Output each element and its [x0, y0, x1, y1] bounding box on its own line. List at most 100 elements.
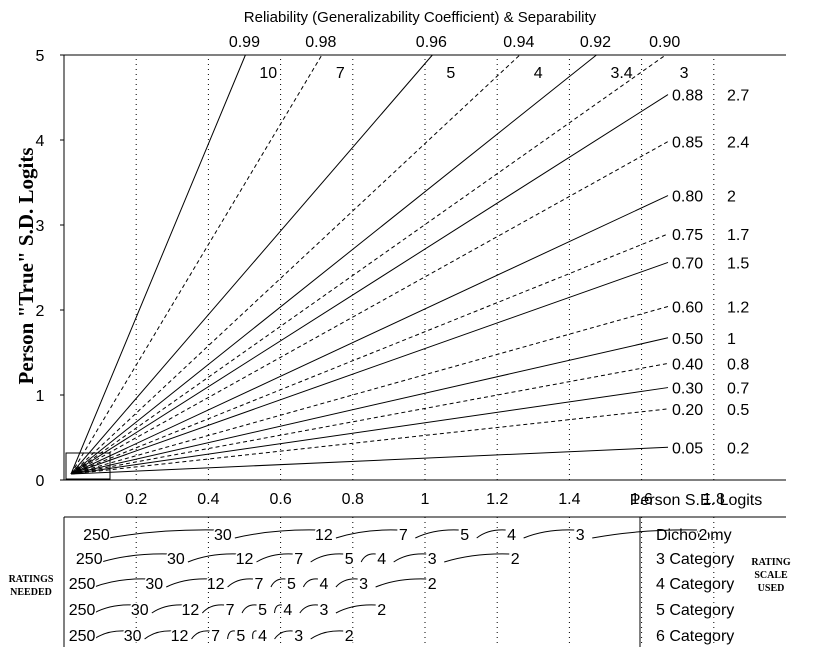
- ratings-needed-value: 7: [399, 527, 408, 544]
- series-line: [70, 54, 521, 475]
- ratings-needed-value: 7: [254, 576, 263, 593]
- reliability-label: 0.88: [672, 88, 703, 105]
- ratings-needed-value: 3: [319, 602, 328, 619]
- series-line: [70, 233, 669, 475]
- series-line: [70, 306, 669, 475]
- ratings-needed-value: 250: [69, 628, 96, 645]
- separation-label: 1.2: [727, 299, 749, 316]
- ratings-curve: [201, 604, 225, 614]
- separation-label: 3: [680, 65, 689, 82]
- x-axis-label: Person S.E. Logits: [630, 492, 763, 509]
- ratings-curve: [299, 604, 318, 614]
- reliability-label: 0.80: [672, 189, 703, 206]
- ratings-curve: [444, 553, 510, 563]
- separation-label: 2: [727, 189, 736, 206]
- ratings-needed-value: 2: [345, 628, 354, 645]
- series-line: [70, 337, 669, 475]
- ratings-needed-value: 5: [258, 602, 267, 619]
- series-line: [70, 54, 246, 475]
- y-tick-label: 0: [36, 473, 45, 490]
- ratings-needed-label: NEEDED: [10, 587, 52, 598]
- x-tick-label: 1: [421, 491, 430, 508]
- y-axis-label: Person "True" S.D. Logits: [14, 147, 38, 384]
- ratings-needed-value: 4: [377, 551, 386, 568]
- ratings-needed-label: RATINGS: [9, 574, 54, 585]
- series-line: [70, 141, 669, 475]
- ratings-curve: [274, 604, 282, 614]
- chart-title: Reliability (Generalizability Coefficien…: [244, 9, 597, 26]
- ratings-needed-value: 5: [345, 551, 354, 568]
- ratings-curve: [93, 604, 134, 614]
- x-tick-label: 0.4: [197, 491, 219, 508]
- separation-label: 1.7: [727, 227, 749, 244]
- y-tick-label: 3: [36, 218, 45, 235]
- ratings-curve: [187, 553, 239, 563]
- separation-label: 1.5: [727, 255, 749, 272]
- ratings-needed-value: 250: [69, 576, 96, 593]
- rating-scale-used-label: RATING: [751, 557, 790, 568]
- separation-label: 2.4: [727, 135, 749, 152]
- ratings-curve: [476, 529, 506, 539]
- ratings-needed-value: 5: [287, 576, 296, 593]
- ratings-curve: [310, 630, 344, 640]
- x-tick-label: 0.8: [342, 491, 364, 508]
- ratings-needed-value: 12: [207, 576, 225, 593]
- series-line: [70, 362, 669, 475]
- ratings-curve: [592, 529, 697, 539]
- y-tick-label: 4: [36, 133, 45, 150]
- reliability-label: 0.60: [672, 299, 703, 316]
- ratings-curve: [335, 578, 358, 588]
- ratings-needed-value: 2: [699, 527, 708, 544]
- ratings-curve: [252, 630, 257, 640]
- series-line: [70, 54, 666, 475]
- separation-label: 2.7: [727, 88, 749, 105]
- ratings-curve: [415, 529, 459, 539]
- separation-label: 5: [446, 65, 455, 82]
- ratings-needed-value: 250: [83, 527, 110, 544]
- separation-label: 4: [534, 65, 543, 82]
- ratings-curve: [101, 553, 170, 563]
- ratings-needed-value: 12: [181, 602, 199, 619]
- ratings-needed-value: 30: [167, 551, 185, 568]
- scale-name: 6 Category: [656, 628, 734, 645]
- ratings-needed-value: 2: [511, 551, 520, 568]
- ratings-curve: [256, 553, 293, 563]
- separation-label: 3.4: [610, 65, 632, 82]
- ratings-needed-value: 30: [145, 576, 163, 593]
- ratings-curve: [151, 604, 185, 614]
- scale-name: 5 Category: [656, 602, 734, 619]
- y-tick-label: 5: [36, 48, 45, 65]
- series-line: [70, 261, 669, 475]
- ratings-needed-value: 4: [319, 576, 328, 593]
- scale-name: 4 Category: [656, 576, 734, 593]
- y-tick-label: 1: [36, 388, 45, 405]
- series-line: [70, 408, 669, 475]
- scale-name: Dichotomy: [656, 527, 732, 544]
- ratings-needed-value: 3: [359, 576, 368, 593]
- separation-label: 0.7: [727, 381, 749, 398]
- series-line: [70, 54, 597, 475]
- reliability-label: 0.94: [503, 34, 534, 51]
- series-line: [70, 54, 323, 475]
- ratings-curve: [227, 630, 235, 640]
- ratings-needed-value: 4: [258, 628, 267, 645]
- ratings-panel: RATINGS NEEDED RATING SCALE USED Dichotomy 250…: [9, 516, 791, 647]
- ratings-curve: [93, 630, 127, 640]
- ratings-curve: [310, 553, 344, 563]
- separation-label: 1: [727, 331, 736, 348]
- grid: [135, 59, 715, 645]
- reliability-label: 0.96: [416, 34, 447, 51]
- ratings-needed-value: 250: [69, 602, 96, 619]
- ratings-curve: [166, 578, 210, 588]
- ratings-needed-value: 5: [236, 628, 245, 645]
- ratings-needed-value: 7: [211, 628, 220, 645]
- ratings-curve: [93, 578, 149, 588]
- x-tick-label: 1.4: [558, 491, 580, 508]
- series-lines: [70, 54, 669, 475]
- ratings-curve: [302, 578, 318, 588]
- ratings-needed-value: 3: [576, 527, 585, 544]
- ratings-curve: [375, 578, 427, 588]
- ratings-curve: [191, 630, 210, 640]
- ratings-curve: [227, 578, 253, 588]
